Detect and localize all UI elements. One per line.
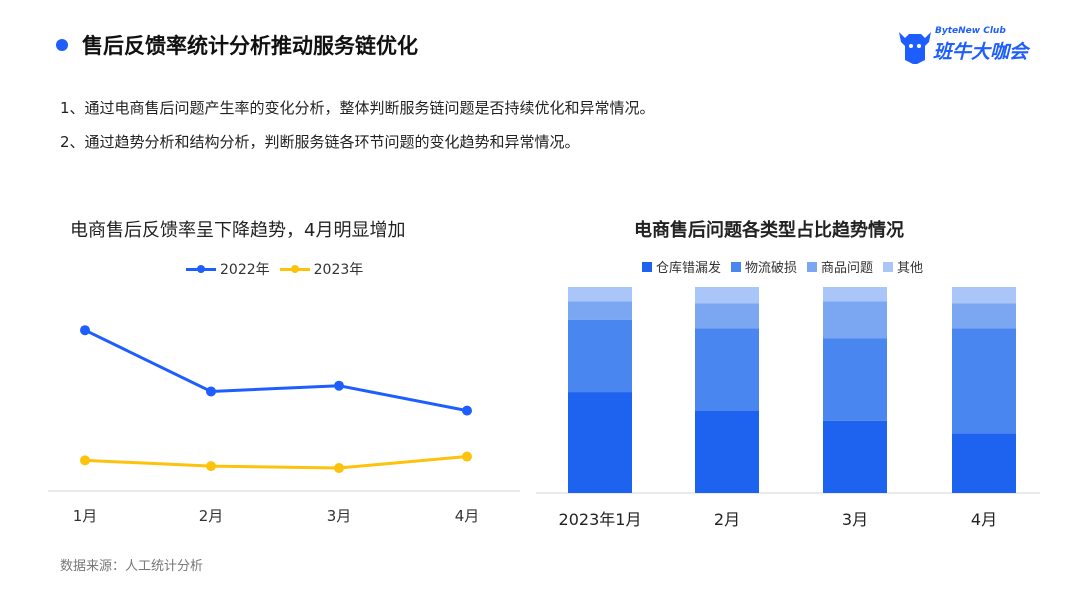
stacked-bar-segment-1-3 (823, 420, 887, 493)
line-chart-legend: 2022年 2023年 (186, 259, 373, 279)
legend-item-other: 其他 (883, 257, 923, 276)
x-tick-label: 3月 (842, 510, 868, 529)
legend-warehouse-label: 仓库错漏发 (656, 261, 722, 276)
stacked-bar-segment-2-2 (695, 328, 759, 411)
bull-logo-icon (899, 32, 931, 64)
stacked-bar-segment-1-4 (952, 433, 1016, 493)
data-point-2022-2 (206, 386, 216, 397)
stacked-chart-legend: 仓库错漏发 物流破损 商品问题 其他 (642, 257, 933, 276)
x-tick-label: 4月 (971, 510, 997, 529)
legend-other-label: 其他 (897, 261, 924, 276)
stacked-bar-segment-4-3 (823, 287, 887, 302)
legend-logistics-label: 物流破损 (745, 261, 798, 276)
legend-item-2023: 2023年 (279, 259, 364, 279)
legend-item-2022: 2022年 (186, 259, 270, 279)
series-line-2023 (84, 455, 468, 470)
stacked-bar-segment-1-2 (695, 410, 759, 493)
legend-warehouse-swatch (642, 261, 652, 272)
data-point-2022-3 (334, 380, 344, 391)
stacked-bar-segment-3-2 (695, 303, 759, 329)
stacked-bar-segment-2-1 (568, 319, 632, 393)
legend-item-product: 商品问题 (807, 257, 873, 276)
stacked-bar-segment-3-1 (568, 301, 632, 320)
data-point-2022-4 (462, 405, 472, 416)
logo-wordmark: 班牛大咖会 (933, 41, 1029, 63)
line-chart-title: 电商售后反馈率呈下降趋势，4月明显增加 (70, 220, 406, 241)
legend-item-logistics: 物流破损 (731, 257, 797, 276)
stacked-bar-segment-1-1 (568, 392, 632, 493)
brand-logo: ByteNew Club 班牛大咖会 (895, 26, 1055, 66)
data-point-2023-2 (206, 461, 216, 472)
legend-2023-label: 2023年 (313, 262, 364, 278)
legend-2022-marker (186, 264, 216, 273)
data-source-note: 数据来源：人工统计分析 (60, 559, 204, 574)
x-tick-label: 2月 (199, 507, 224, 525)
title-bullet-icon (56, 39, 68, 51)
legend-product-label: 商品问题 (821, 261, 874, 276)
x-tick-label: 2月 (714, 510, 740, 529)
x-tick-label: 4月 (455, 507, 480, 525)
x-tick-label: 3月 (327, 507, 352, 525)
stacked-bar-segment-2-4 (952, 328, 1016, 434)
legend-2023-marker (279, 264, 310, 273)
series-line-2022 (84, 328, 468, 413)
page-title: 售后反馈率统计分析推动服务链优化 (82, 34, 418, 58)
legend-logistics-swatch (731, 261, 742, 272)
legend-item-warehouse: 仓库错漏发 (642, 257, 721, 276)
description-2: 2、通过趋势分析和结构分析，判断服务链各环节问题的变化趋势和异常情况。 (60, 133, 580, 151)
stacked-bar-segment-3-3 (823, 301, 887, 339)
legend-product-swatch (807, 261, 818, 272)
stacked-bar-segment-4-4 (952, 287, 1016, 304)
data-point-2023-3 (334, 463, 344, 474)
data-point-2023-1 (80, 455, 90, 466)
data-point-2022-1 (80, 325, 90, 336)
stacked-bar-segment-4-1 (568, 287, 632, 302)
stacked-bar-segment-4-2 (695, 287, 759, 304)
stacked-bar-segment-3-4 (952, 303, 1016, 329)
x-tick-label: 1月 (73, 507, 98, 525)
stacked-chart-title: 电商售后问题各类型占比趋势情况 (634, 220, 904, 241)
description-1: 1、通过电商售后问题产生率的变化分析，整体判断服务链问题是否持续优化和异常情况。 (60, 99, 655, 117)
stacked-bar-segment-2-3 (823, 338, 887, 421)
legend-other-swatch (883, 261, 894, 272)
data-point-2023-4 (462, 451, 472, 462)
legend-2022-label: 2022年 (220, 262, 270, 278)
x-tick-label: 2023年1月 (559, 510, 642, 529)
title-row: 售后反馈率统计分析推动服务链优化 (56, 30, 418, 60)
logo-subtitle: ByteNew Club (935, 26, 1006, 36)
